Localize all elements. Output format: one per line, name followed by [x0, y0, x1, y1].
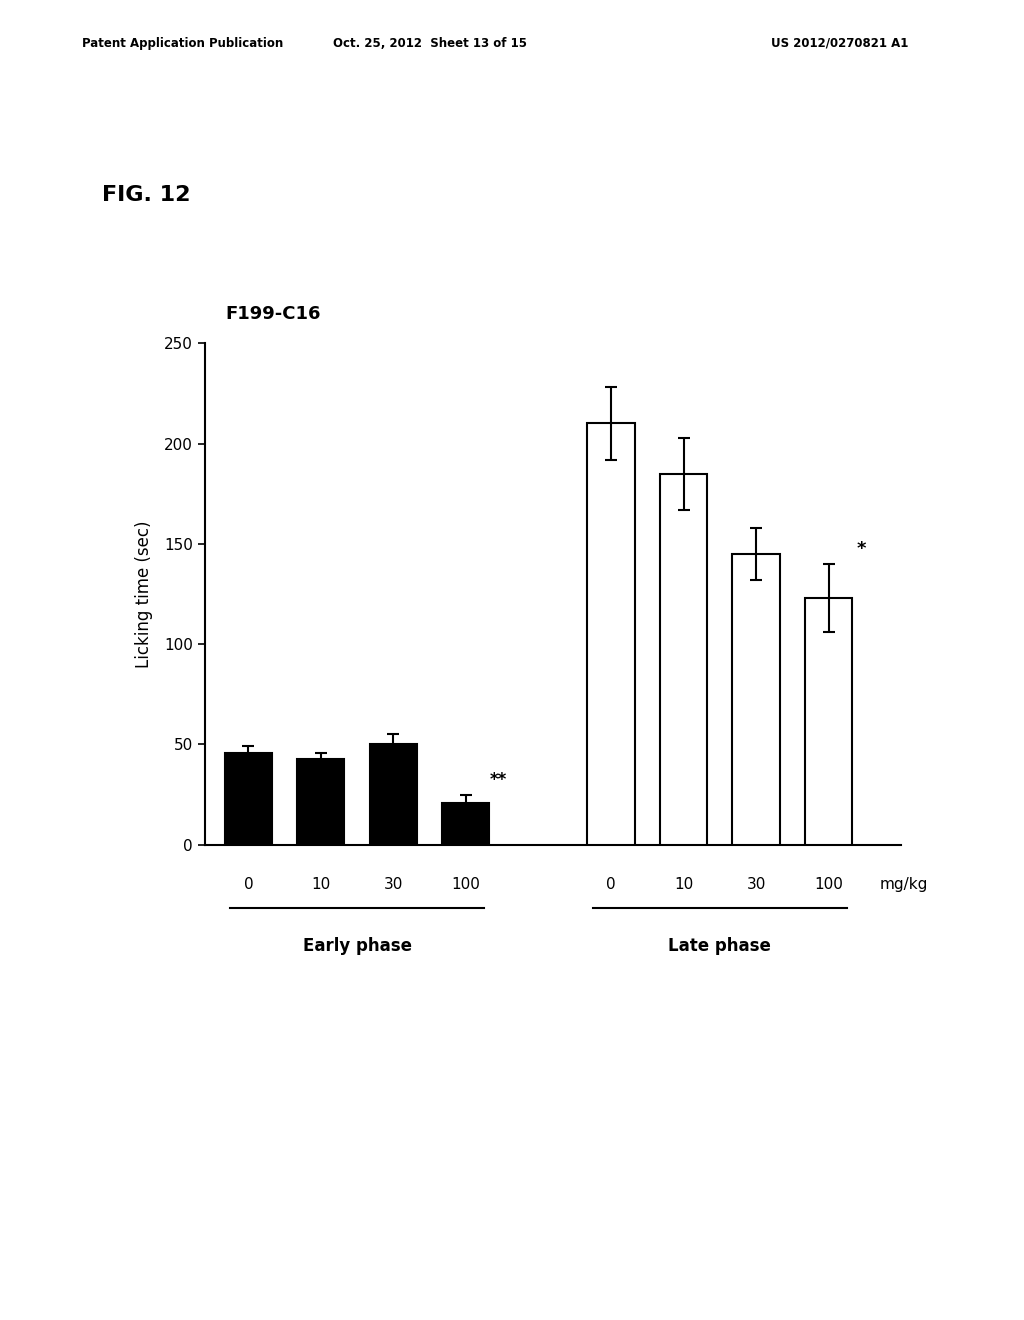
Text: 0: 0 [606, 878, 615, 892]
Y-axis label: Licking time (sec): Licking time (sec) [135, 520, 153, 668]
Bar [588, 424, 635, 845]
Text: 100: 100 [814, 878, 843, 892]
Text: Late phase: Late phase [669, 937, 771, 956]
Text: *: * [856, 540, 866, 558]
Text: 10: 10 [674, 878, 693, 892]
Bar [442, 803, 489, 845]
Bar [297, 759, 344, 845]
Text: US 2012/0270821 A1: US 2012/0270821 A1 [771, 37, 908, 50]
Text: 100: 100 [452, 878, 480, 892]
Bar [370, 744, 417, 845]
Text: 30: 30 [746, 878, 766, 892]
Text: Early phase: Early phase [303, 937, 412, 956]
Text: mg/kg: mg/kg [880, 878, 928, 892]
Bar [805, 598, 852, 845]
Text: Patent Application Publication: Patent Application Publication [82, 37, 284, 50]
Text: Oct. 25, 2012  Sheet 13 of 15: Oct. 25, 2012 Sheet 13 of 15 [333, 37, 527, 50]
Text: 0: 0 [244, 878, 253, 892]
Bar [224, 752, 272, 845]
Text: F199-C16: F199-C16 [225, 305, 321, 323]
Text: 10: 10 [311, 878, 331, 892]
Text: 30: 30 [384, 878, 403, 892]
Bar [659, 474, 708, 845]
Bar [732, 554, 779, 845]
Text: FIG. 12: FIG. 12 [102, 185, 190, 205]
Text: **: ** [489, 771, 507, 788]
